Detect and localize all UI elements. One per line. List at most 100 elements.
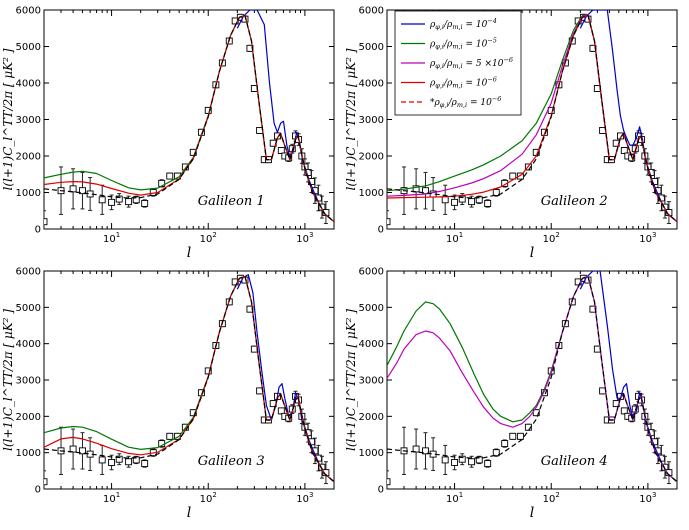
y-tick-label: 0 xyxy=(35,225,41,236)
data-point xyxy=(599,126,607,134)
data-point xyxy=(98,196,106,204)
plot-area xyxy=(44,274,334,489)
data-point xyxy=(661,203,669,211)
data-point xyxy=(422,447,429,455)
series-line xyxy=(579,10,677,223)
y-tick-label: 6000 xyxy=(359,267,384,278)
data-point xyxy=(98,456,106,464)
data-point xyxy=(412,445,420,453)
data-point xyxy=(256,126,264,134)
data-point xyxy=(44,478,48,486)
data-point xyxy=(516,172,524,180)
legend-entry: ρφ,i/ρm,i = 10−5 xyxy=(429,37,497,51)
x-tick-label: 102 xyxy=(543,231,560,245)
x-tick-exp: 3 xyxy=(652,491,656,499)
y-tick-label: 0 xyxy=(35,485,41,496)
x-tick-label: 102 xyxy=(200,231,217,245)
data-point xyxy=(125,458,133,466)
x-tick-exp: 2 xyxy=(212,491,216,499)
y-tick-label: 4000 xyxy=(16,339,41,350)
x-axis-label: l xyxy=(530,505,534,521)
x-tick-label: 102 xyxy=(200,491,217,505)
x-tick-label: 103 xyxy=(639,231,656,245)
data-point xyxy=(132,456,140,464)
panel-annotation: Galileon 2 xyxy=(541,194,608,209)
data-point xyxy=(458,195,466,203)
y-tick-label: 5000 xyxy=(16,303,41,314)
x-tick-exp: 3 xyxy=(652,231,656,239)
data-point xyxy=(387,478,391,486)
x-tick-exp: 1 xyxy=(459,231,463,239)
panel-annotation: Galileon 1 xyxy=(198,194,265,209)
series-line xyxy=(44,14,334,223)
data-point xyxy=(620,407,628,415)
data-point xyxy=(475,456,483,464)
data-point xyxy=(141,199,149,207)
data-point xyxy=(441,196,449,204)
data-point xyxy=(69,185,77,193)
data-point xyxy=(115,195,123,203)
x-axis-label: l xyxy=(187,505,191,521)
data-point xyxy=(318,463,326,471)
y-axis-label: l(l+1)C_l^TT/2π [ μK² ] xyxy=(1,48,15,190)
data-point xyxy=(468,458,476,466)
data-point xyxy=(532,409,540,417)
data-point xyxy=(318,203,326,211)
x-tick-label: 103 xyxy=(296,491,313,505)
data-point xyxy=(451,198,459,206)
y-tick-label: 4000 xyxy=(359,339,384,350)
x-tick-base: 10 xyxy=(543,494,556,505)
data-point xyxy=(509,172,517,180)
x-tick-base: 10 xyxy=(200,234,213,245)
x-tick-base: 10 xyxy=(639,234,652,245)
data-point xyxy=(322,469,330,477)
data-point xyxy=(492,189,500,196)
x-tick-base: 10 xyxy=(543,234,556,245)
x-tick-label: 103 xyxy=(639,491,656,505)
y-tick-label: 1000 xyxy=(16,188,41,199)
data-point xyxy=(166,172,174,180)
data-point xyxy=(79,187,86,195)
data-point xyxy=(189,409,197,417)
series-line xyxy=(579,271,677,483)
data-point xyxy=(141,460,149,468)
y-tick-label: 3000 xyxy=(16,115,41,126)
y-tick-label: 6000 xyxy=(359,6,384,17)
series-line xyxy=(387,275,677,483)
y-tick-label: 4000 xyxy=(359,79,384,90)
panel-annotation: Galileon 3 xyxy=(198,454,265,469)
data-point xyxy=(79,447,86,455)
x-tick-base: 10 xyxy=(446,494,459,505)
data-point xyxy=(492,449,500,457)
data-point xyxy=(501,440,509,448)
plot-area xyxy=(44,10,334,229)
legend: ρφ,i/ρm,i = 10−4 ρφ,i/ρm,i = 10−5 ρφ,i/ρm,… xyxy=(394,10,522,116)
y-tick-label: 3000 xyxy=(16,376,41,387)
y-tick-label: 1000 xyxy=(359,448,384,459)
x-tick-label: 103 xyxy=(296,231,313,245)
data-point xyxy=(108,459,116,466)
y-tick-label: 6000 xyxy=(16,6,41,17)
x-tick-exp: 1 xyxy=(116,491,120,499)
y-tick-label: 3000 xyxy=(359,376,384,387)
y-tick-label: 4000 xyxy=(16,79,41,90)
panel-annotation: Galileon 4 xyxy=(541,454,608,469)
legend-entry: ρφ,i/ρm,i = 10−4 xyxy=(429,17,497,31)
data-point xyxy=(484,460,492,468)
y-tick-label: 5000 xyxy=(359,303,384,314)
y-tick-label: 2000 xyxy=(359,152,384,163)
y-axis-label: l(l+1)C_l^TT/2π [ μK² ] xyxy=(344,309,358,451)
y-tick-label: 5000 xyxy=(16,42,41,53)
x-tick-label: 101 xyxy=(103,231,120,245)
data-point xyxy=(516,432,524,440)
y-tick-label: 6000 xyxy=(16,267,41,278)
data-point xyxy=(132,196,140,204)
x-tick-base: 10 xyxy=(103,494,116,505)
x-tick-exp: 3 xyxy=(309,231,313,239)
data-point xyxy=(108,198,116,206)
y-tick-label: 1000 xyxy=(16,448,41,459)
